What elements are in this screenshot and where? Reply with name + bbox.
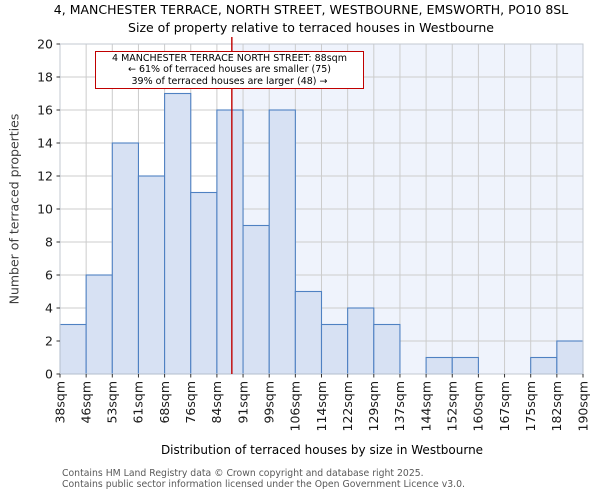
x-tick-label: 144sqm [418, 381, 433, 431]
x-tick-label: 68sqm [157, 381, 172, 424]
x-tick-label: 160sqm [471, 381, 486, 431]
x-tick-label: 167sqm [497, 381, 512, 431]
histogram-bar [137, 175, 166, 375]
y-tick-label: 20 [37, 36, 53, 51]
x-tick-label: 99sqm [261, 381, 276, 424]
chart-title: 4, MANCHESTER TERRACE, NORTH STREET, WES… [53, 2, 569, 17]
x-tick-label: 53sqm [105, 381, 120, 424]
y-tick-label: 6 [45, 267, 53, 282]
x-tick-label: 190sqm [575, 381, 590, 431]
x-tick-label: 182sqm [549, 381, 564, 431]
y-tick-label: 14 [37, 135, 53, 150]
y-tick-label: 10 [37, 201, 53, 216]
annotation-property-label: 4 MANCHESTER TERRACE NORTH STREET: 88sqm [112, 52, 347, 64]
y-tick-label: 0 [45, 366, 53, 381]
histogram-bar [268, 109, 296, 375]
x-tick-label: 61sqm [131, 381, 146, 424]
histogram-bar [451, 356, 479, 375]
x-tick-label: 114sqm [314, 381, 329, 431]
histogram-bar [530, 356, 558, 375]
y-axis-title: Number of terraced properties [6, 113, 22, 305]
histogram-bar [425, 356, 453, 375]
histogram-bar [190, 191, 218, 375]
annotation-larger-text: 39% of terraced houses are larger (48) → [131, 75, 328, 87]
histogram-bar [373, 323, 401, 375]
histogram-bar [320, 323, 349, 375]
x-axis-title: Distribution of terraced houses by size … [160, 443, 484, 457]
y-tick-label: 12 [37, 168, 53, 183]
x-tick-label: 122sqm [340, 381, 355, 431]
y-tick-label: 18 [37, 69, 53, 84]
y-tick-label: 4 [45, 300, 53, 315]
attribution-footer: Contains HM Land Registry data © Crown c… [62, 468, 465, 490]
x-tick-label: 91sqm [235, 381, 250, 424]
x-tick-label: 76sqm [183, 381, 198, 424]
histogram-bar [556, 340, 584, 375]
annotation-smaller-text: ← 61% of terraced houses are smaller (75… [127, 64, 332, 76]
x-tick-label: 175sqm [523, 381, 538, 431]
histogram-bar [347, 307, 375, 375]
footer-line-1: Contains HM Land Registry data © Crown c… [62, 468, 424, 479]
histogram-bar [164, 92, 192, 375]
x-tick-label: 46sqm [78, 381, 93, 424]
annotation-box: 4 MANCHESTER TERRACE NORTH STREET: 88sqm… [95, 51, 364, 89]
histogram-bar [85, 274, 113, 375]
x-tick-label: 84sqm [209, 381, 224, 424]
x-tick-label: 129sqm [366, 381, 381, 431]
x-tick-label: 106sqm [288, 381, 303, 431]
chart-subtitle: Size of property relative to terraced ho… [128, 20, 494, 35]
footer-line-2: Contains public sector information licen… [62, 479, 465, 490]
y-tick-label: 8 [45, 234, 53, 249]
histogram-bar [294, 290, 323, 375]
x-tick-label: 152sqm [445, 381, 460, 431]
y-tick-label: 2 [45, 333, 53, 348]
y-tick-label: 16 [37, 102, 53, 117]
x-tick-label: 38sqm [52, 381, 67, 424]
histogram-bar [59, 323, 87, 375]
histogram-bar [111, 142, 140, 375]
histogram-bar [216, 109, 244, 375]
histogram-bar [242, 224, 270, 375]
x-tick-label: 137sqm [392, 381, 407, 431]
